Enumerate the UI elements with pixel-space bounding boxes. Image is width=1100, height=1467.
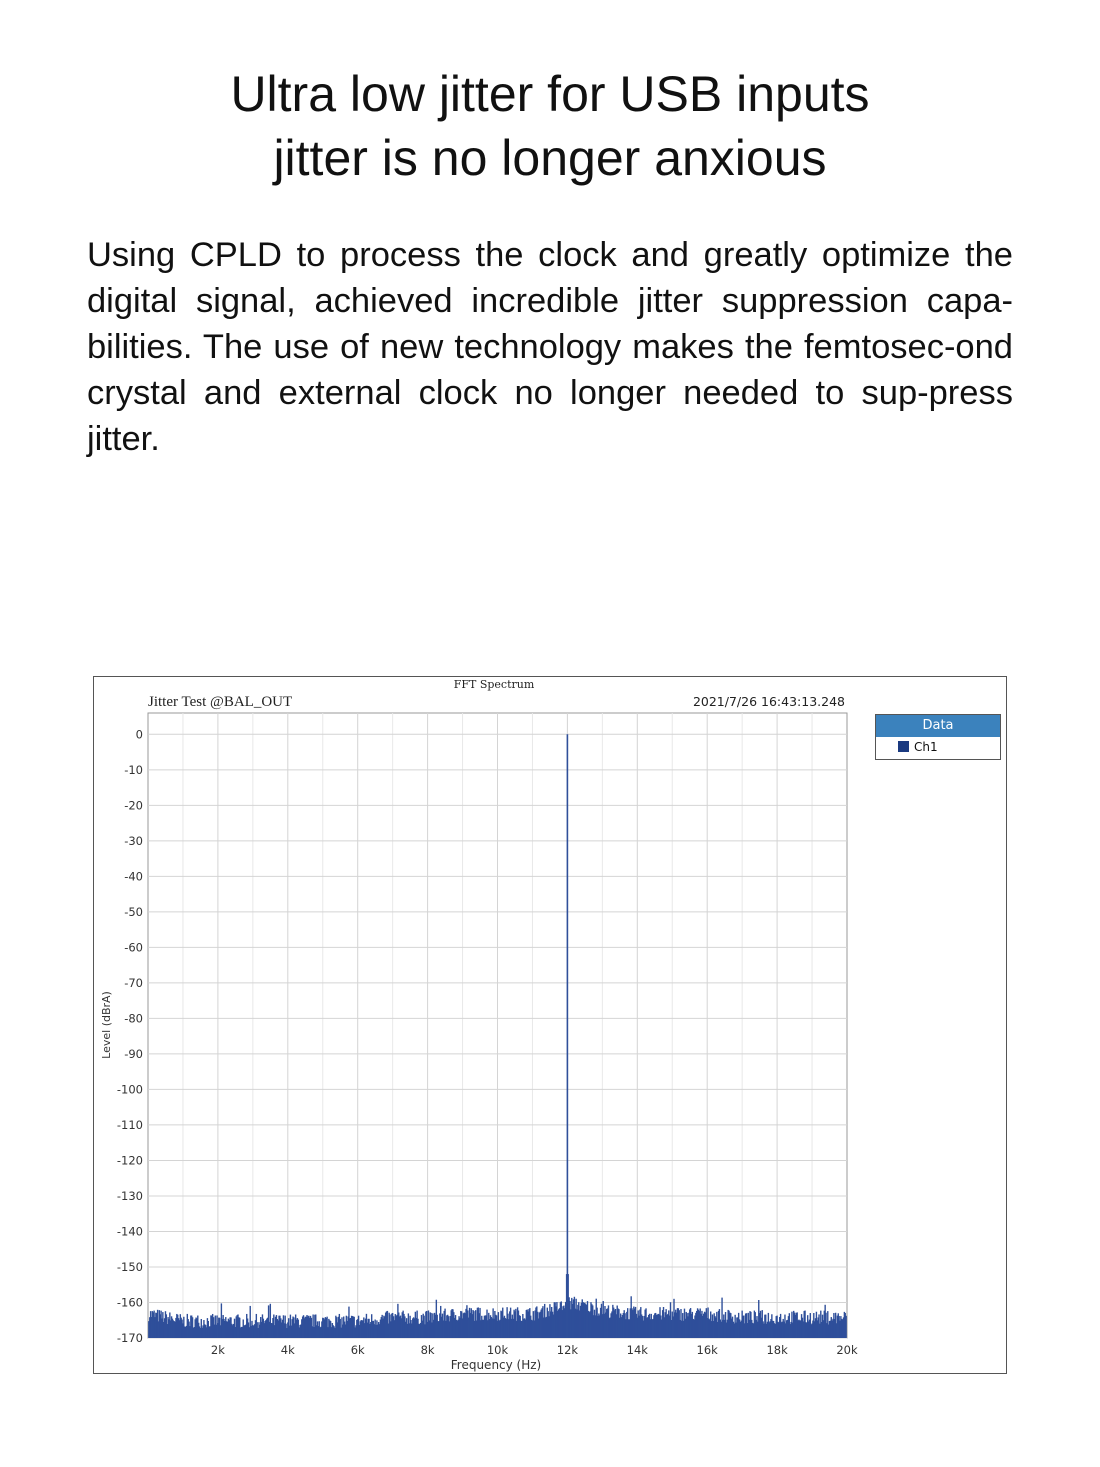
x-tick-label: 8k — [421, 1343, 435, 1357]
heading-line-1: Ultra low jitter for USB inputs — [230, 66, 870, 122]
y-tick-label: -20 — [124, 798, 143, 812]
y-tick-label: -160 — [117, 1295, 143, 1309]
y-tick-label: -10 — [124, 763, 143, 777]
y-tick-label: -40 — [124, 869, 143, 883]
x-axis-label: Frequency (Hz) — [451, 1358, 542, 1372]
x-tick-label: 4k — [281, 1343, 295, 1357]
legend-item-ch1[interactable]: Ch1 — [876, 737, 1000, 757]
chart-legend: Data Ch1 — [875, 714, 1001, 760]
x-tick-label: 14k — [627, 1343, 649, 1357]
y-axis-label: Level (dBrA) — [100, 991, 113, 1059]
y-tick-label: -110 — [117, 1118, 143, 1132]
x-tick-label: 2k — [211, 1343, 225, 1357]
x-tick-label: 12k — [557, 1343, 579, 1357]
y-tick-label: -30 — [124, 834, 143, 848]
heading-line-2: jitter is no longer anxious — [273, 130, 827, 186]
x-tick-label: 10k — [487, 1343, 509, 1357]
y-tick-label: -80 — [124, 1011, 143, 1025]
x-tick-label: 6k — [351, 1343, 365, 1357]
legend-label: Ch1 — [914, 740, 938, 754]
chart-timestamp: 2021/7/26 16:43:13.248 — [693, 694, 845, 709]
chart-subtitle: Jitter Test @BAL_OUT — [148, 694, 292, 710]
fft-spectrum-chart: FFT Spectrum Jitter Test @BAL_OUT 2021/7… — [93, 676, 1007, 1374]
y-tick-label: -70 — [124, 976, 143, 990]
x-tick-label: 18k — [766, 1343, 788, 1357]
legend-swatch — [898, 741, 909, 752]
y-tick-label: -150 — [117, 1260, 143, 1274]
y-tick-label: -170 — [117, 1331, 143, 1345]
y-tick-label: -140 — [117, 1224, 143, 1238]
x-tick-label: 16k — [697, 1343, 719, 1357]
y-tick-label: -120 — [117, 1153, 143, 1167]
chart-svg: FFT Spectrum Jitter Test @BAL_OUT 2021/7… — [100, 678, 858, 1372]
x-tick-label: 20k — [836, 1343, 858, 1357]
chart-title: FFT Spectrum — [454, 678, 535, 691]
legend-title: Data — [876, 715, 1000, 737]
y-tick-label: -50 — [124, 905, 143, 919]
description-paragraph: Using CPLD to process the clock and grea… — [87, 236, 1013, 458]
y-tick-label: -100 — [117, 1082, 143, 1096]
y-tick-label: -130 — [117, 1189, 143, 1203]
y-tick-label: -60 — [124, 940, 143, 954]
page-heading: Ultra low jitter for USB inputs jitter i… — [0, 62, 1100, 190]
y-tick-label: -90 — [124, 1047, 143, 1061]
y-tick-label: 0 — [136, 727, 143, 741]
